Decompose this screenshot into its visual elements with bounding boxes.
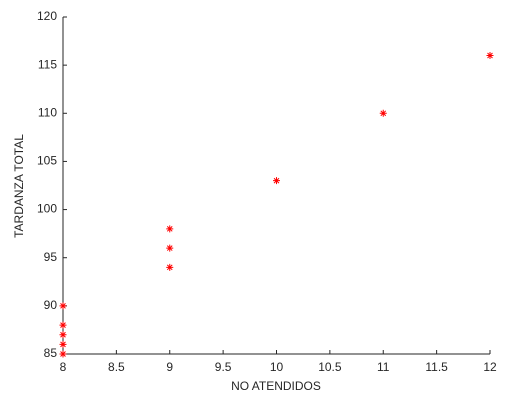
x-tick-label: 12	[483, 360, 497, 374]
y-tick-label: 90	[44, 298, 58, 312]
point	[379, 109, 387, 117]
point	[166, 263, 174, 271]
y-tick-label: 105	[37, 154, 57, 168]
y-tick-label: 100	[37, 202, 57, 216]
y-tick-label: 115	[38, 57, 57, 71]
point	[59, 350, 67, 358]
x-tick-label: 11	[377, 360, 390, 374]
point	[59, 321, 67, 329]
x-tick-label: 8.5	[108, 360, 125, 374]
x-tick-label: 10.5	[318, 360, 342, 374]
x-tick-label: 11.5	[425, 360, 448, 374]
point	[486, 52, 494, 60]
point	[59, 340, 67, 348]
y-tick-label: 85	[44, 346, 58, 360]
x-tick-label: 9.5	[215, 360, 232, 374]
point	[59, 302, 67, 310]
y-tick-label: 110	[38, 105, 57, 119]
x-tick-label: 8	[60, 360, 67, 374]
x-tick-label: 9	[166, 360, 173, 374]
point	[166, 225, 174, 233]
point	[166, 244, 174, 252]
x-tick-label: 10	[270, 360, 284, 374]
x-axis-label: NO ATENDIDOS	[231, 379, 321, 393]
y-tick-label: 120	[37, 9, 57, 23]
point	[273, 177, 280, 185]
y-tick-label: 95	[44, 250, 58, 264]
y-axis-label: TARDANZA TOTAL	[12, 134, 26, 238]
point	[59, 331, 67, 339]
